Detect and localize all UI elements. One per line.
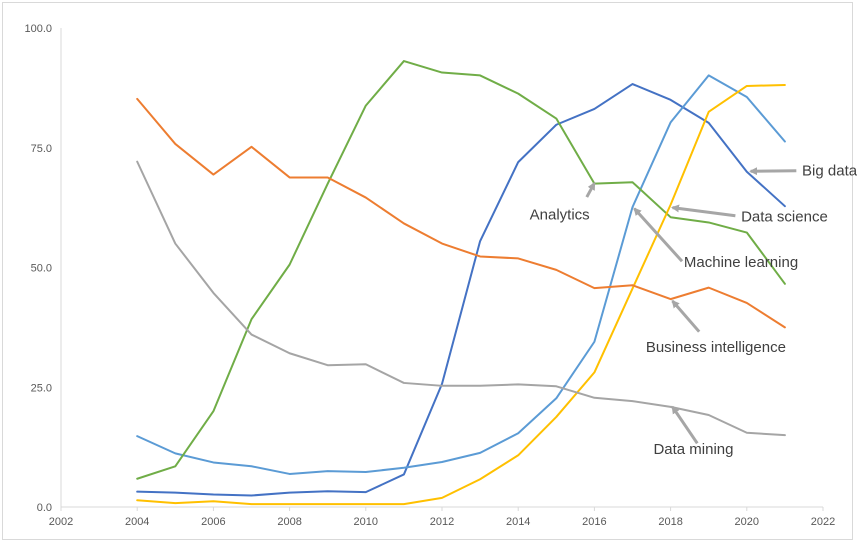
x-tick-label: 2006 xyxy=(201,516,225,528)
annotation-arrow-analytics xyxy=(585,181,596,198)
annotation-label-business-intelligence: Business intelligence xyxy=(646,339,786,356)
annotation-arrow-data-science xyxy=(671,204,736,218)
annotation-label-data-science: Data science xyxy=(741,209,828,226)
series-line-business-intelligence xyxy=(136,97,786,329)
y-tick-label: 50.0 xyxy=(31,263,52,275)
x-tick-label: 2016 xyxy=(582,516,606,528)
annotation-arrow-data-mining xyxy=(671,405,699,445)
series-line-data-science xyxy=(136,74,786,475)
series-line-machine-learning xyxy=(136,84,786,506)
series-lines xyxy=(136,60,786,506)
tick-labels: 2002 2004 2006 2008 2010 2012 2014 2016 2018 2020… xyxy=(24,23,835,528)
y-tick-label: 25.0 xyxy=(31,382,52,394)
x-tick-label: 2022 xyxy=(811,516,835,528)
series-line-analytics xyxy=(136,60,786,480)
annotation-arrow-business-intelligence xyxy=(671,299,701,333)
series-line-data-mining xyxy=(136,160,786,437)
y-tick-label: 75.0 xyxy=(31,143,52,155)
y-tick-label: 100.0 xyxy=(24,23,52,35)
y-tick-label: 0.0 xyxy=(37,502,52,514)
annotation-label-analytics: Analytics xyxy=(530,206,590,223)
annotation-label-big-data: Big data xyxy=(802,163,857,180)
x-tick-label: 2014 xyxy=(506,516,530,528)
x-tick-label: 2010 xyxy=(354,516,378,528)
x-tick-label: 2018 xyxy=(658,516,682,528)
x-tick-label: 2020 xyxy=(735,516,759,528)
annotation-label-data-mining: Data mining xyxy=(653,441,733,458)
x-tick-label: 2008 xyxy=(277,516,301,528)
annotations: Big data Data science Analytics Machine lea… xyxy=(530,163,857,458)
annotation-label-machine-learning: Machine learning xyxy=(684,254,798,271)
series-line-big-data xyxy=(136,83,786,497)
x-tick-label: 2004 xyxy=(125,516,149,528)
annotation-arrow-machine-learning xyxy=(633,207,684,263)
x-tick-label: 2002 xyxy=(49,516,73,528)
x-tick-label: 2012 xyxy=(430,516,454,528)
